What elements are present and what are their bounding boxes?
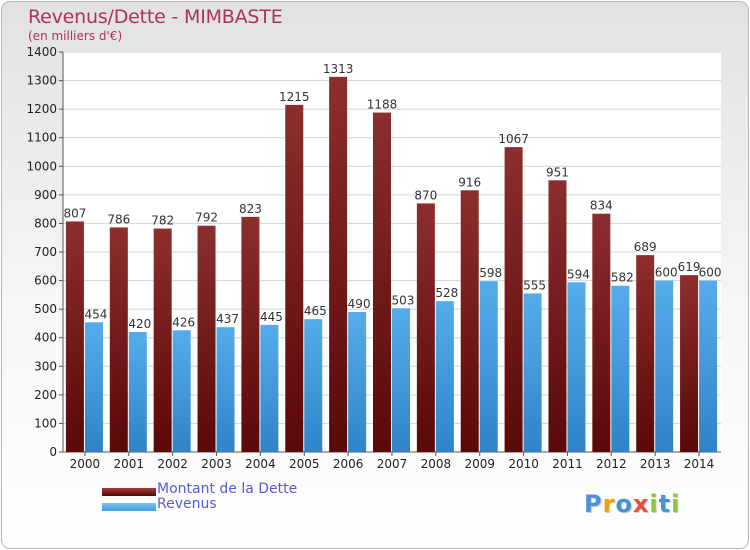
data-label-revenus: 503 [392, 293, 415, 307]
bar-revenus [128, 332, 147, 452]
y-tick-label: 1300 [26, 74, 57, 88]
y-tick-label: 600 [34, 274, 57, 288]
bar-revenus [611, 285, 630, 452]
bar-revenus [84, 322, 103, 452]
x-tick-label: 2013 [640, 457, 671, 471]
data-label-dette: 951 [546, 165, 569, 179]
bar-dette [285, 104, 304, 452]
data-label-dette: 1215 [279, 90, 310, 104]
y-tick-label: 900 [34, 188, 57, 202]
y-tick-label: 1000 [26, 159, 57, 173]
x-tick-label: 2003 [201, 457, 232, 471]
y-tick-label: 0 [49, 445, 57, 459]
y-tick-label: 300 [34, 359, 57, 373]
bar-revenus [523, 293, 542, 452]
y-tick-label: 700 [34, 245, 57, 259]
legend-label-revenus: Revenus [157, 496, 217, 512]
bar-dette [504, 147, 523, 452]
data-label-dette: 786 [107, 212, 130, 226]
data-label-revenus: 465 [304, 304, 327, 318]
y-tick-label: 500 [34, 302, 57, 316]
bar-revenus [392, 308, 410, 452]
x-tick-label: 2007 [377, 457, 408, 471]
y-tick-label: 800 [34, 216, 57, 230]
data-label-revenus: 454 [84, 307, 107, 321]
data-label-dette: 1188 [367, 98, 398, 112]
data-label-revenus: 600 [655, 266, 678, 280]
data-label-dette: 916 [458, 175, 481, 189]
bar-revenus [435, 301, 454, 452]
bar-revenus [304, 319, 323, 452]
x-tick-label: 2000 [70, 457, 101, 471]
data-label-dette: 823 [239, 202, 262, 216]
bar-dette [680, 275, 699, 452]
data-label-dette: 1067 [498, 132, 529, 146]
x-tick-label: 2012 [596, 457, 627, 471]
x-tick-label: 2002 [157, 457, 188, 471]
proxiti-logo: Proxiti [584, 490, 681, 518]
x-tick-label: 2009 [464, 457, 495, 471]
bar-dette [373, 112, 391, 453]
bar-revenus [260, 324, 279, 452]
data-label-revenus: 426 [172, 315, 195, 329]
data-label-revenus: 490 [348, 297, 371, 311]
data-label-revenus: 437 [216, 312, 239, 326]
data-label-revenus: 598 [479, 266, 502, 280]
chart-subtitle: (en milliers d'€) [28, 29, 123, 43]
bar-dette [460, 190, 479, 453]
x-tick-label: 2001 [114, 457, 145, 471]
bar-revenus [479, 281, 498, 452]
x-tick-label: 2011 [552, 457, 583, 471]
y-tick-label: 400 [34, 331, 57, 345]
y-tick-label: 1200 [26, 102, 57, 116]
bar-revenus [348, 312, 367, 452]
bar-dette [329, 76, 348, 452]
bar-revenus [699, 280, 718, 452]
x-tick-label: 2010 [508, 457, 539, 471]
bar-dette [636, 255, 655, 452]
data-label-revenus: 594 [567, 267, 590, 281]
bar-revenus [172, 330, 191, 452]
data-label-dette: 807 [63, 206, 86, 220]
bar-dette [241, 216, 260, 452]
bar-dette [197, 225, 216, 452]
y-tick-label: 100 [34, 416, 57, 430]
data-label-dette: 834 [590, 199, 613, 213]
x-tick-label: 2004 [245, 457, 276, 471]
data-label-dette: 1313 [323, 62, 354, 76]
legend-swatch-revenus [102, 503, 156, 511]
x-tick-label: 2006 [333, 457, 364, 471]
data-label-revenus: 555 [523, 278, 546, 292]
x-tick-label: 2014 [684, 457, 715, 471]
legend-label-dette: Montant de la Dette [157, 481, 298, 497]
bar-dette [592, 213, 611, 452]
data-label-revenus: 420 [128, 317, 151, 331]
legend-swatch-dette [102, 488, 156, 496]
bar-revenus [655, 280, 674, 452]
bar-dette [548, 180, 567, 453]
bar-revenus [567, 282, 586, 452]
bar-dette [109, 227, 128, 452]
chart-title: Revenus/Dette - MIMBASTE [28, 6, 283, 28]
y-tick-label: 1100 [26, 131, 57, 145]
x-tick-label: 2008 [421, 457, 452, 471]
data-label-revenus: 528 [435, 286, 458, 300]
data-label-dette: 792 [195, 211, 218, 225]
bar-dette [65, 221, 84, 452]
y-tick-label: 200 [34, 388, 57, 402]
data-label-dette: 619 [678, 260, 701, 274]
y-tick-label: 1400 [26, 45, 57, 59]
data-label-dette: 689 [634, 240, 657, 254]
data-label-revenus: 600 [699, 266, 722, 280]
data-label-dette: 782 [151, 214, 174, 228]
data-label-revenus: 445 [260, 310, 283, 324]
data-label-dette: 870 [414, 188, 437, 202]
bar-dette [416, 203, 435, 452]
data-label-revenus: 582 [611, 271, 634, 285]
bar-dette [153, 228, 172, 452]
x-tick-label: 2005 [289, 457, 320, 471]
bar-revenus [216, 327, 235, 452]
